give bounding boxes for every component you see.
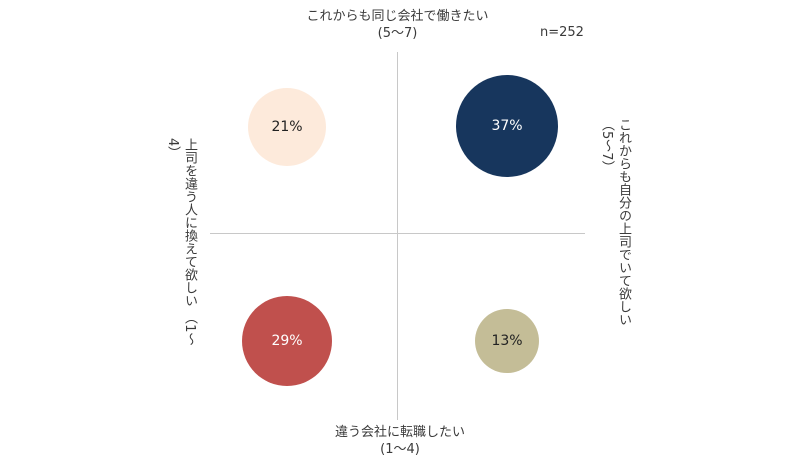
axis-label-bottom: 違う会社に転職したい (1〜4) [300, 424, 500, 458]
horizontal-axis-line [210, 233, 585, 234]
sample-size: n=252 [540, 25, 584, 40]
bubble-bottom-right: 13% [475, 309, 539, 373]
axis-label-right-text: これからも自分の上司でいて欲しい [616, 118, 631, 326]
bubble-top-left: 21% [248, 88, 326, 166]
axis-label-bottom-range: (1〜4) [380, 442, 420, 457]
axis-label-top-text: これからも同じ会社で働きたい [306, 9, 489, 24]
bubble-top-right: 37% [456, 75, 558, 177]
axis-label-right-range: （5〜7） [599, 118, 614, 174]
bubble-label: 13% [491, 333, 523, 349]
vertical-axis-line [397, 52, 398, 420]
axis-label-top-range: (5〜7) [377, 26, 418, 41]
bubble-label: 37% [491, 118, 523, 134]
axis-label-left-text: 上司を違う人に換えて欲しい [182, 138, 197, 307]
axis-label-left: 上司を違う人に換えて欲しい （1〜4） [164, 138, 198, 358]
axis-label-right: これからも自分の上司でいて欲しい （5〜7） [598, 118, 632, 358]
bubble-label: 29% [271, 333, 303, 349]
axis-label-top: これからも同じ会社で働きたい (5〜7) [280, 8, 515, 42]
bubble-bottom-left: 29% [242, 296, 332, 386]
axis-label-bottom-text: 違う会社に転職したい [334, 425, 465, 440]
axis-label-left-range: （1〜4） [165, 138, 197, 346]
bubble-label: 21% [271, 119, 303, 135]
